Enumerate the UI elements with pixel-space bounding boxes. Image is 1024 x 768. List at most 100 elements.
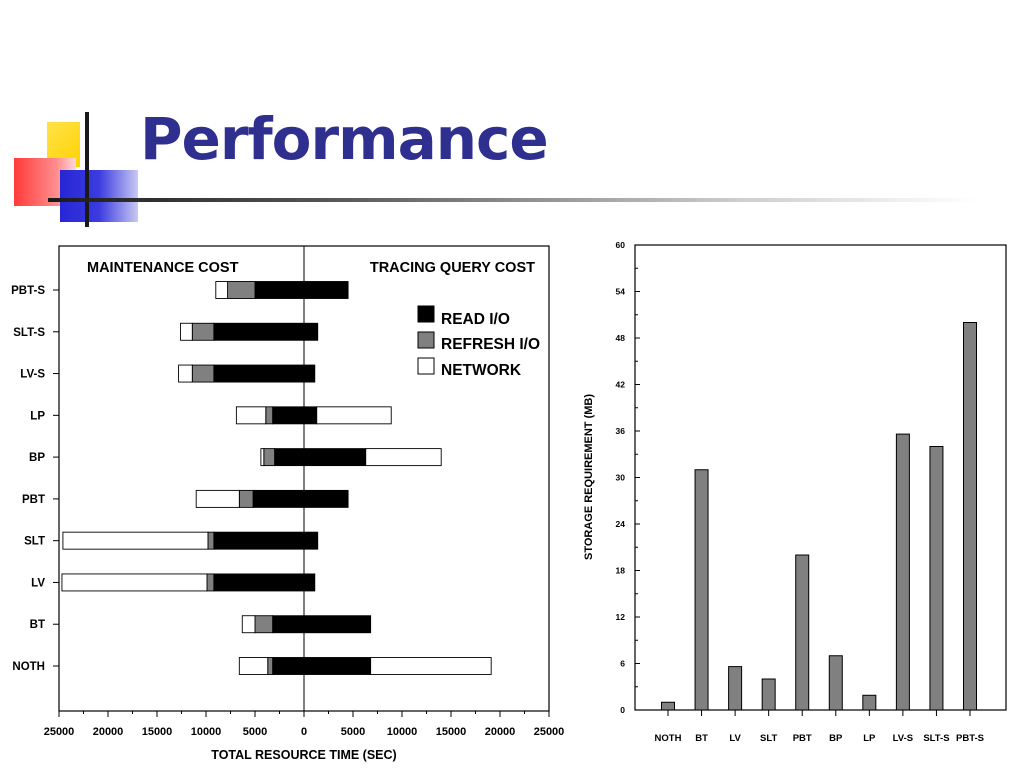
bar-maintenance-network — [241, 615, 256, 634]
bar-maintenance-network — [61, 573, 208, 592]
title-underline — [48, 198, 978, 202]
bar-maintenance-refresh-io — [267, 657, 274, 675]
category-label: LV-S — [893, 733, 913, 744]
legend-swatch-read-io — [417, 305, 435, 323]
bar-maintenance-read-io — [213, 364, 305, 383]
storage-bar — [795, 554, 810, 711]
maintenance-cost-title: MAINTENANCE COST — [87, 260, 239, 276]
bar-tracing-read-io — [303, 281, 349, 299]
category-label: PBT-S — [11, 285, 45, 297]
bar-maintenance-refresh-io — [263, 448, 276, 467]
bar-tracing-network — [370, 657, 492, 675]
y-tick-label: 0 — [620, 705, 625, 715]
y-tick-label: 60 — [616, 240, 626, 250]
legend-label-read-io: READ I/O — [441, 311, 510, 328]
bar-maintenance-refresh-io — [227, 281, 256, 299]
bar-maintenance-network — [195, 489, 240, 508]
y-tick-label: 54 — [616, 287, 626, 297]
storage-bar — [661, 701, 675, 711]
x-tick-label: 5000 — [243, 726, 267, 738]
legend-swatch-network — [417, 357, 435, 375]
x-tick-label: 5000 — [341, 726, 365, 738]
decor-vertical-line — [85, 112, 89, 227]
bar-maintenance-read-io — [272, 615, 305, 634]
category-label: LP — [30, 410, 45, 422]
bar-tracing-network — [316, 406, 392, 425]
bar-maintenance-read-io — [272, 406, 305, 425]
category-label: SLT-S — [13, 327, 45, 339]
tracing-query-cost-title: TRACING QUERY COST — [370, 260, 535, 276]
category-label: PBT — [793, 733, 812, 744]
bar-maintenance-read-io — [213, 531, 305, 550]
bar-maintenance-network — [215, 281, 229, 299]
x-tick-label: 20000 — [485, 726, 516, 738]
storage-bar — [761, 678, 776, 711]
y-tick-label: 48 — [616, 333, 626, 343]
bar-maintenance-refresh-io — [191, 322, 215, 341]
bar-maintenance-network — [238, 657, 269, 675]
cost-x-axis-label: TOTAL RESOURCE TIME (SEC) — [211, 748, 396, 762]
bar-tracing-network — [365, 448, 442, 467]
category-label: NOTH — [655, 733, 682, 744]
x-tick-label: 0 — [301, 726, 307, 738]
cost-legend: READ I/O REFRESH I/O NETWORK — [417, 305, 540, 379]
bar-tracing-read-io — [303, 657, 372, 675]
bar-tracing-read-io — [303, 322, 319, 341]
bar-tracing-read-io — [303, 615, 372, 634]
y-tick-label: 18 — [616, 566, 626, 576]
bar-tracing-read-io — [303, 531, 319, 550]
bar-maintenance-read-io — [274, 448, 305, 467]
category-label: LV — [31, 577, 45, 589]
category-label: SLT — [24, 536, 45, 548]
bar-tracing-read-io — [303, 573, 316, 592]
bar-maintenance-read-io — [252, 489, 305, 508]
x-tick-label: 25000 — [534, 726, 565, 738]
legend-swatch-refresh-io — [417, 331, 435, 349]
bar-tracing-read-io — [303, 364, 316, 383]
cost-chart: MAINTENANCE COST TRACING QUERY COST TOTA… — [11, 245, 565, 762]
x-tick-label: 15000 — [436, 726, 467, 738]
storage-chart-frame — [634, 244, 1007, 711]
x-tick-label: 25000 — [44, 726, 75, 738]
category-label: BT — [30, 619, 45, 631]
bar-tracing-read-io — [303, 406, 318, 425]
category-label: LV-S — [20, 369, 45, 381]
bar-maintenance-refresh-io — [207, 531, 215, 550]
y-tick-label: 12 — [616, 612, 626, 622]
bar-maintenance-network — [235, 406, 267, 425]
y-tick-label: 30 — [616, 473, 626, 483]
category-label: BP — [829, 733, 843, 744]
bar-maintenance-read-io — [272, 657, 305, 675]
y-tick-label: 24 — [616, 519, 626, 529]
category-label: NOTH — [12, 661, 45, 673]
bar-maintenance-refresh-io — [265, 406, 274, 425]
category-label: SLT — [760, 733, 777, 744]
x-tick-label: 10000 — [387, 726, 418, 738]
storage-chart: STORAGE REQUIREMENT (MB) 0 6 12 18 24 30 36 42 4… — [583, 240, 1007, 744]
storage-bar — [895, 433, 910, 711]
x-tick-label: 15000 — [142, 726, 173, 738]
bar-maintenance-refresh-io — [238, 489, 254, 508]
category-label: LV — [729, 733, 741, 744]
y-tick-label: 36 — [616, 426, 626, 436]
storage-bar — [862, 694, 877, 711]
storage-bar — [694, 469, 709, 711]
category-label: SLT-S — [923, 733, 949, 744]
bar-maintenance-network — [180, 322, 193, 341]
bar-maintenance-refresh-io — [206, 573, 215, 592]
storage-bar — [828, 655, 843, 711]
bar-maintenance-network — [260, 448, 265, 467]
storage-bar — [963, 322, 977, 711]
bar-maintenance-refresh-io — [254, 615, 274, 634]
category-label: BP — [29, 452, 45, 464]
bar-maintenance-read-io — [213, 322, 305, 341]
y-tick-label: 6 — [620, 659, 625, 669]
x-tick-label: 20000 — [93, 726, 124, 738]
category-label: LP — [863, 733, 876, 744]
bar-tracing-read-io — [303, 448, 367, 467]
category-label: PBT-S — [956, 733, 984, 744]
category-label: BT — [695, 733, 708, 744]
category-label: PBT — [22, 494, 45, 506]
legend-label-refresh-io: REFRESH I/O — [441, 336, 540, 353]
y-tick-label: 42 — [616, 380, 626, 390]
